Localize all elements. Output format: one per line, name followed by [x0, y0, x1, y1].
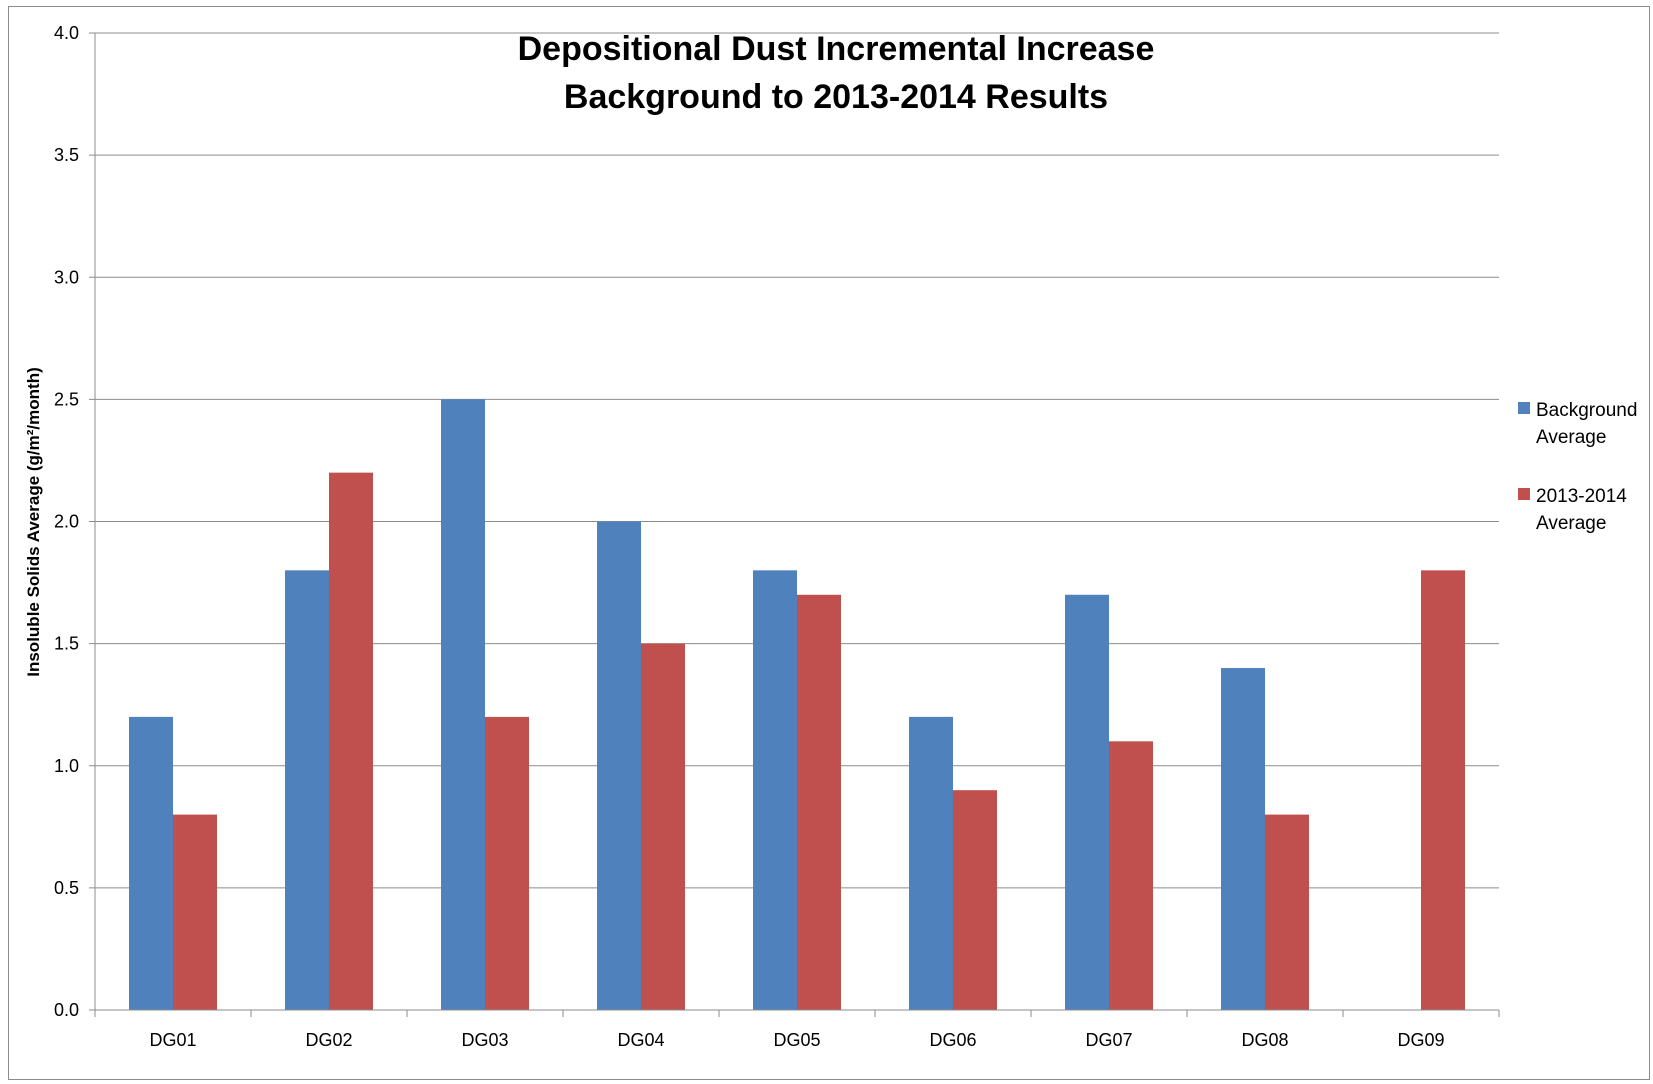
bar-2013-2014-dg06: [953, 790, 997, 1010]
legend-label-2013-2014-line-2: Average: [1536, 513, 1606, 534]
bars: [129, 399, 1465, 1010]
chart-title-line-1: Depositional Dust Incremental Increase: [518, 30, 1155, 68]
y-tick-label: 1.0: [54, 756, 79, 776]
bar-background-dg06: [909, 716, 953, 1010]
x-tick-label: DG06: [929, 1030, 976, 1050]
bar-2013-2014-dg01: [173, 814, 217, 1010]
bar-background-dg03: [441, 399, 485, 1010]
x-tick-label: DG02: [305, 1030, 352, 1050]
y-tick-label: 2.0: [54, 512, 79, 532]
chart-title-line-2: Background to 2013-2014 Results: [564, 78, 1108, 116]
x-tick-label: DG08: [1241, 1030, 1288, 1050]
bar-background-dg08: [1221, 668, 1265, 1010]
y-tick-label: 2.5: [54, 389, 79, 409]
x-tick-label: DG03: [461, 1030, 508, 1050]
y-tick-label: 1.5: [54, 634, 79, 654]
bar-background-dg02: [285, 570, 329, 1010]
legend: Background Average 2013-2014 Average: [1518, 400, 1637, 534]
legend-label-background-line-1: Background: [1536, 400, 1637, 421]
bar-2013-2014-dg04: [641, 643, 685, 1010]
bar-2013-2014-dg08: [1265, 814, 1309, 1010]
bar-background-dg07: [1065, 594, 1109, 1010]
bar-2013-2014-dg05: [797, 594, 841, 1010]
bar-background-dg05: [753, 570, 797, 1010]
legend-swatch-2013-2014: [1518, 488, 1530, 500]
y-tick-label: 0.0: [54, 1000, 79, 1020]
x-tick-labels: DG01 DG02 DG03 DG04 DG05 DG06 DG07 DG08 DG09: [94, 1010, 1500, 1050]
y-tick-label: 0.5: [54, 878, 79, 898]
x-tick-label: DG07: [1085, 1030, 1132, 1050]
y-tick-labels: 0.0 0.5 1.0 1.5 2.0 2.5 3.0 3.5 4.0: [54, 23, 95, 1020]
legend-label-background-line-2: Average: [1536, 427, 1606, 448]
bar-background-dg01: [129, 716, 173, 1010]
x-tick-label: DG09: [1397, 1030, 1444, 1050]
x-tick-label: DG04: [617, 1030, 664, 1050]
legend-swatch-background: [1518, 402, 1530, 414]
y-tick-label: 4.0: [54, 23, 79, 43]
bar-2013-2014-dg02: [329, 472, 373, 1010]
y-axis-label: Insoluble Solids Average (g/m²/month): [24, 367, 43, 677]
x-tick-label: DG01: [149, 1030, 196, 1050]
bar-background-dg04: [597, 521, 641, 1010]
y-tick-label: 3.5: [54, 145, 79, 165]
bar-2013-2014-dg03: [485, 716, 529, 1010]
bar-2013-2014-dg09: [1421, 570, 1465, 1010]
y-tick-label: 3.0: [54, 267, 79, 287]
legend-label-2013-2014-line-1: 2013-2014: [1536, 486, 1627, 507]
bar-2013-2014-dg07: [1109, 741, 1153, 1010]
x-tick-label: DG05: [773, 1030, 820, 1050]
